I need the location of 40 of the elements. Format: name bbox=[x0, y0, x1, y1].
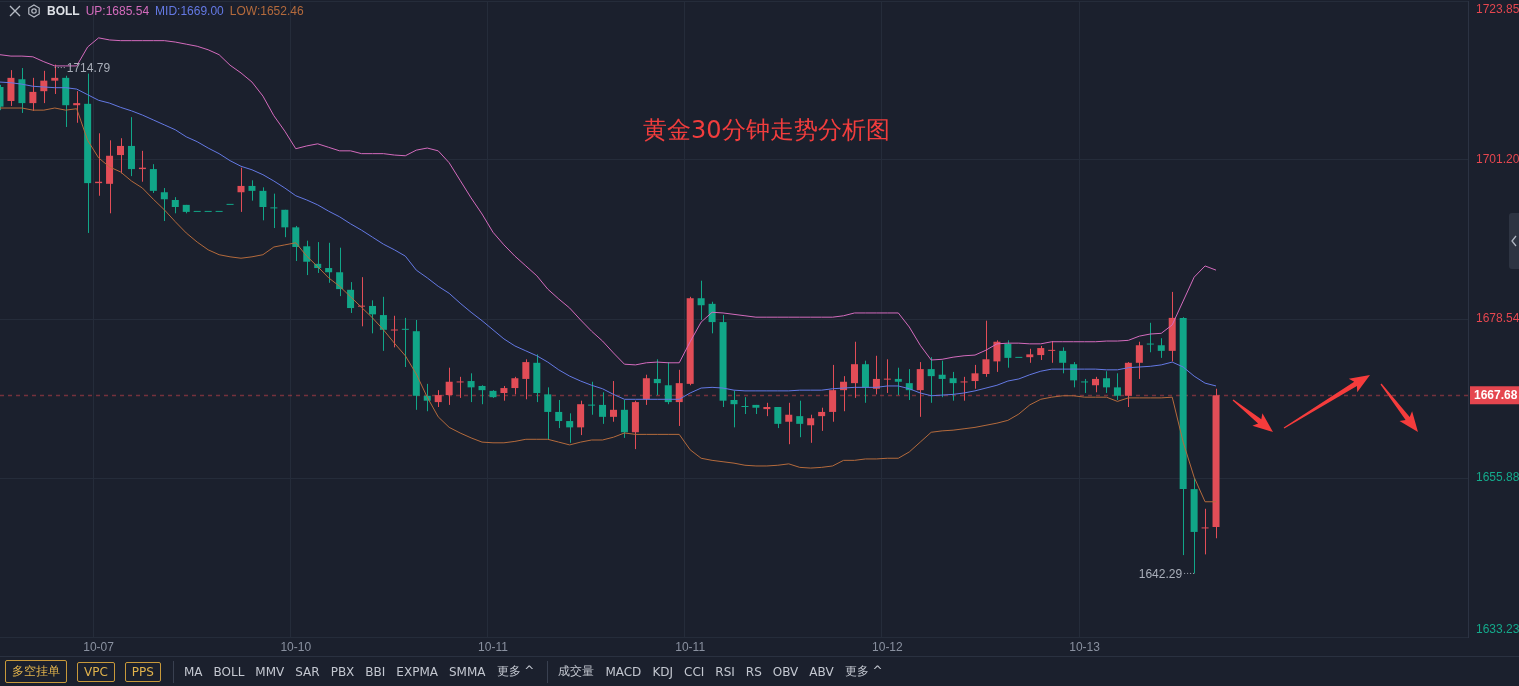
text: MACD bbox=[605, 664, 642, 679]
text: 成交量 bbox=[558, 663, 595, 680]
text: BOLL bbox=[213, 664, 245, 679]
text: ABV bbox=[809, 664, 834, 679]
text: RSI bbox=[715, 664, 735, 679]
text: 更多 ^ bbox=[844, 663, 883, 680]
y-tick-label: 1723.85 bbox=[1476, 2, 1519, 17]
text: 多空挂单 bbox=[5, 660, 67, 683]
x-tick-label: 10-11 bbox=[675, 640, 706, 655]
text: KDJ bbox=[652, 664, 674, 679]
text: SMMA bbox=[448, 664, 486, 679]
text: 更多 ^ bbox=[496, 663, 535, 680]
series-label: UP:1685.54 bbox=[85, 4, 150, 18]
x-tick-label: 10-12 bbox=[872, 640, 904, 655]
text: RS bbox=[745, 664, 762, 679]
text: MA bbox=[183, 664, 203, 679]
text: VPC bbox=[77, 661, 115, 682]
text: MMV bbox=[255, 664, 285, 679]
x-tick-label: 10-10 bbox=[280, 640, 312, 655]
text: MID:1669.00 bbox=[155, 4, 224, 18]
text: PPS bbox=[124, 661, 161, 682]
y-tick-label: 1633.23 bbox=[1476, 622, 1519, 637]
text: CCI bbox=[684, 664, 705, 679]
y-tick-label: 1678.54 bbox=[1476, 311, 1519, 326]
x-tick-label: 10-13 bbox=[1069, 640, 1101, 655]
text: PBX bbox=[330, 664, 355, 679]
y-tick-label: 1701.20 bbox=[1476, 152, 1519, 167]
x-tick-label: 10-07 bbox=[83, 640, 115, 655]
text: OBV bbox=[772, 664, 799, 679]
text: EXPMA bbox=[396, 664, 438, 679]
text: 黄金30分钟走势分析图 bbox=[643, 115, 890, 146]
text: SAR bbox=[295, 664, 320, 679]
legend-title: BOLL bbox=[47, 4, 80, 18]
x-tick-label: 10-11 bbox=[478, 640, 509, 655]
annotation: 1714.79 bbox=[66, 60, 111, 75]
ref-line-label: 1667.68 bbox=[1474, 388, 1518, 403]
y-tick-label: 1655.88 bbox=[1476, 470, 1519, 485]
annotation: 1642.29 bbox=[1138, 566, 1183, 581]
text: BBI bbox=[365, 664, 386, 679]
text: LOW:1652.46 bbox=[229, 4, 304, 18]
